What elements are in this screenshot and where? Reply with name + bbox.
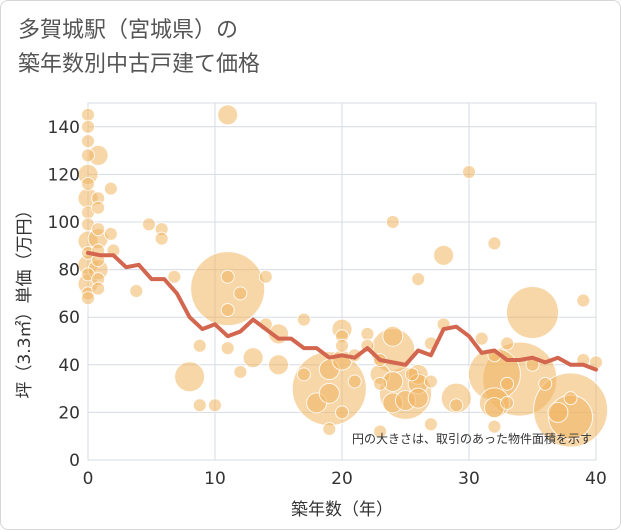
data-point-bubble (385, 215, 400, 229)
data-point-bubble (192, 398, 207, 413)
y-tick-label: 80 (58, 261, 80, 281)
data-point-bubble (167, 269, 182, 284)
data-point-bubble (373, 424, 388, 439)
data-point-bubble (258, 269, 273, 284)
trend-layer (86, 250, 598, 372)
data-point-bubble (433, 244, 455, 266)
data-point-bubble (220, 303, 235, 318)
data-point-bubble (81, 291, 95, 306)
data-point-bubble (220, 341, 235, 356)
data-point-bubble (242, 347, 264, 369)
data-point-bubble (382, 325, 404, 347)
data-point-bubble (411, 272, 426, 287)
data-point-bubble (220, 269, 235, 284)
data-point-bubble (296, 312, 311, 327)
chart-title-line2: 築年数別中古戸建て価格 (18, 52, 261, 77)
data-point-bubble (360, 326, 375, 341)
data-point-bubble (296, 367, 311, 382)
data-point-bubble (538, 376, 553, 391)
y-tick-label: 120 (48, 165, 80, 185)
trend-line (86, 250, 598, 372)
data-point-bubble (335, 338, 349, 353)
chart-title: 多賀城駅（宮城県）の 築年数別中古戸建て価格 (18, 14, 260, 82)
data-point-bubble (576, 293, 591, 308)
data-point-bubble (81, 148, 95, 163)
data-point-bubble (487, 419, 502, 434)
y-tick-label: 140 (48, 118, 80, 138)
data-point-bubble (91, 222, 106, 237)
tick-labels: 0 20 40 60 80 100 120 140 0 10 20 30 40 (48, 118, 607, 489)
data-point-bubble (404, 367, 419, 382)
data-point-bubble (81, 119, 95, 134)
data-point-bubble (81, 134, 95, 149)
data-point-bubble (423, 417, 438, 432)
bubble-layer (77, 104, 609, 448)
data-point-bubble (91, 281, 106, 296)
y-tick-label: 20 (58, 403, 80, 423)
y-tick-label: 100 (48, 213, 80, 233)
data-point-bubble (174, 361, 206, 393)
x-tick-label: 30 (458, 469, 480, 489)
data-point-bubble (547, 401, 569, 423)
data-point-bubble (322, 422, 337, 437)
data-point-bubble (103, 226, 118, 241)
data-point-bubble (190, 251, 266, 327)
data-point-bubble (500, 376, 515, 391)
data-point-bubble (217, 104, 239, 126)
x-tick-label: 20 (331, 469, 353, 489)
data-point-bubble (318, 382, 340, 404)
x-tick-label: 40 (585, 469, 607, 489)
data-point-bubble (407, 387, 429, 409)
y-tick-label: 40 (58, 356, 80, 376)
data-point-bubble (192, 338, 207, 353)
data-point-bubble (103, 181, 118, 196)
data-point-bubble (335, 405, 349, 420)
data-point-bubble (91, 200, 106, 215)
data-point-bubble (487, 236, 502, 251)
data-point-bubble (208, 398, 222, 413)
y-tick-label: 0 (69, 451, 80, 471)
data-point-bubble (500, 395, 515, 410)
size-note: 円の大きさは、取引のあった物件面積を示す (352, 431, 592, 446)
data-point-bubble (233, 364, 248, 379)
data-point-bubble (440, 382, 472, 414)
y-tick-label: 60 (58, 308, 80, 328)
data-point-bubble (81, 176, 95, 191)
data-point-bubble (233, 286, 248, 301)
x-tick-label: 0 (83, 469, 94, 489)
data-point-bubble (81, 107, 95, 122)
x-tick-label: 10 (204, 469, 226, 489)
y-axis-label: 坪（3.3㎡）単価（万円） (15, 201, 35, 398)
data-point-bubble (474, 331, 489, 346)
data-point-bubble (500, 336, 515, 351)
chart-title-line1: 多賀城駅（宮城県）の (18, 18, 239, 43)
data-point-bubble (141, 217, 156, 232)
data-point-bubble (563, 391, 578, 406)
x-axis-label: 築年数（年） (291, 500, 393, 520)
data-point-bubble (268, 354, 289, 376)
data-point-bubble (373, 376, 388, 391)
data-point-bubble (462, 165, 476, 180)
data-point-bubble (423, 374, 438, 389)
data-point-bubble (449, 398, 464, 413)
data-point-bubble (347, 374, 362, 389)
data-point-bubble (129, 284, 144, 299)
data-point-bubble (506, 285, 559, 339)
data-point-bubble (154, 231, 169, 246)
